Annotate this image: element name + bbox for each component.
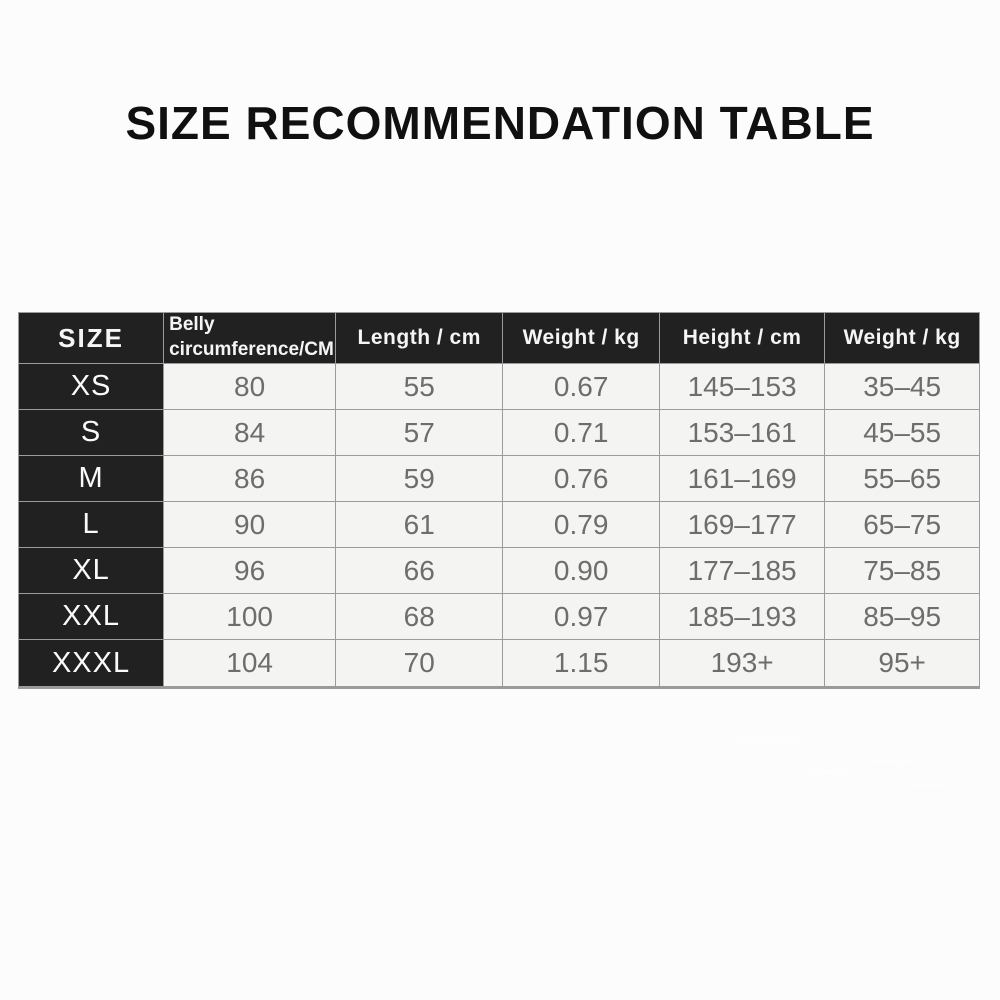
cell-size: L <box>17 501 165 548</box>
col-header-belly-line2: circumference/CM <box>169 339 334 360</box>
cell-length: 59 <box>335 455 504 502</box>
cell-height: 177–185 <box>658 547 826 594</box>
cell-size: XS <box>17 363 165 410</box>
col-header-size: SIZE <box>17 312 165 364</box>
cell-length: 55 <box>335 363 504 410</box>
cell-weight: 0.79 <box>502 501 660 548</box>
cell-length: 70 <box>335 639 504 688</box>
col-header-weight: Weight / kg <box>502 312 660 364</box>
cell-belly: 90 <box>163 501 337 548</box>
col-header-weight-2: Weight / kg <box>824 312 980 364</box>
cell-belly: 86 <box>163 455 337 502</box>
table-row-xxl: XXL 100 68 0.97 185–193 85–95 <box>17 593 980 640</box>
cell-belly: 104 <box>163 639 337 688</box>
watermark-smudge <box>648 720 948 790</box>
page-title: SIZE RECOMMENDATION TABLE <box>125 97 875 149</box>
cell-length: 68 <box>335 593 504 640</box>
cell-height: 185–193 <box>658 593 826 640</box>
cell-length: 66 <box>335 547 504 594</box>
cell-size: S <box>17 409 165 456</box>
table-row-xxxl: XXXL 104 70 1.15 193+ 95+ <box>17 639 980 688</box>
col-header-height: Height / cm <box>658 312 826 364</box>
cell-height: 161–169 <box>658 455 826 502</box>
cell-weight-2: 55–65 <box>824 455 980 502</box>
table-row-xl: XL 96 66 0.90 177–185 75–85 <box>17 547 980 594</box>
cell-height: 153–161 <box>658 409 826 456</box>
cell-weight: 1.15 <box>502 639 660 688</box>
cell-size: XL <box>17 547 165 594</box>
cell-weight: 0.76 <box>502 455 660 502</box>
cell-weight: 0.71 <box>502 409 660 456</box>
table-row-xs: XS 80 55 0.67 145–153 35–45 <box>17 363 980 410</box>
cell-weight-2: 65–75 <box>824 501 980 548</box>
cell-height: 145–153 <box>658 363 826 410</box>
cell-size: M <box>17 455 165 502</box>
cell-weight-2: 45–55 <box>824 409 980 456</box>
col-header-length: Length / cm <box>335 312 504 364</box>
table-body: XS 80 55 0.67 145–153 35–45 S 84 57 0.71… <box>17 363 980 688</box>
cell-height: 193+ <box>658 639 826 688</box>
cell-belly: 100 <box>163 593 337 640</box>
cell-weight: 0.67 <box>502 363 660 410</box>
cell-belly: 96 <box>163 547 337 594</box>
size-recommendation-table: SIZE Belly circumference/CM Length / cm … <box>17 312 980 689</box>
cell-belly: 84 <box>163 409 337 456</box>
table-row-s: S 84 57 0.71 153–161 45–55 <box>17 409 980 456</box>
table-row-m: M 86 59 0.76 161–169 55–65 <box>17 455 980 502</box>
cell-size: XXXL <box>17 639 165 688</box>
cell-size: XXL <box>17 593 165 640</box>
cell-weight: 0.97 <box>502 593 660 640</box>
cell-length: 61 <box>335 501 504 548</box>
cell-weight-2: 35–45 <box>824 363 980 410</box>
col-header-belly-circumference: Belly circumference/CM <box>163 312 337 364</box>
cell-belly: 80 <box>163 363 337 410</box>
cell-weight-2: 95+ <box>824 639 980 688</box>
table-row-l: L 90 61 0.79 169–177 65–75 <box>17 501 980 548</box>
col-header-belly-line1: Belly <box>169 314 215 336</box>
cell-weight: 0.90 <box>502 547 660 594</box>
table-header: SIZE Belly circumference/CM Length / cm … <box>17 312 980 364</box>
cell-length: 57 <box>335 409 504 456</box>
cell-weight-2: 75–85 <box>824 547 980 594</box>
watermark-smudge <box>830 745 990 800</box>
cell-height: 169–177 <box>658 501 826 548</box>
cell-weight-2: 85–95 <box>824 593 980 640</box>
header-row: SIZE Belly circumference/CM Length / cm … <box>17 312 980 364</box>
